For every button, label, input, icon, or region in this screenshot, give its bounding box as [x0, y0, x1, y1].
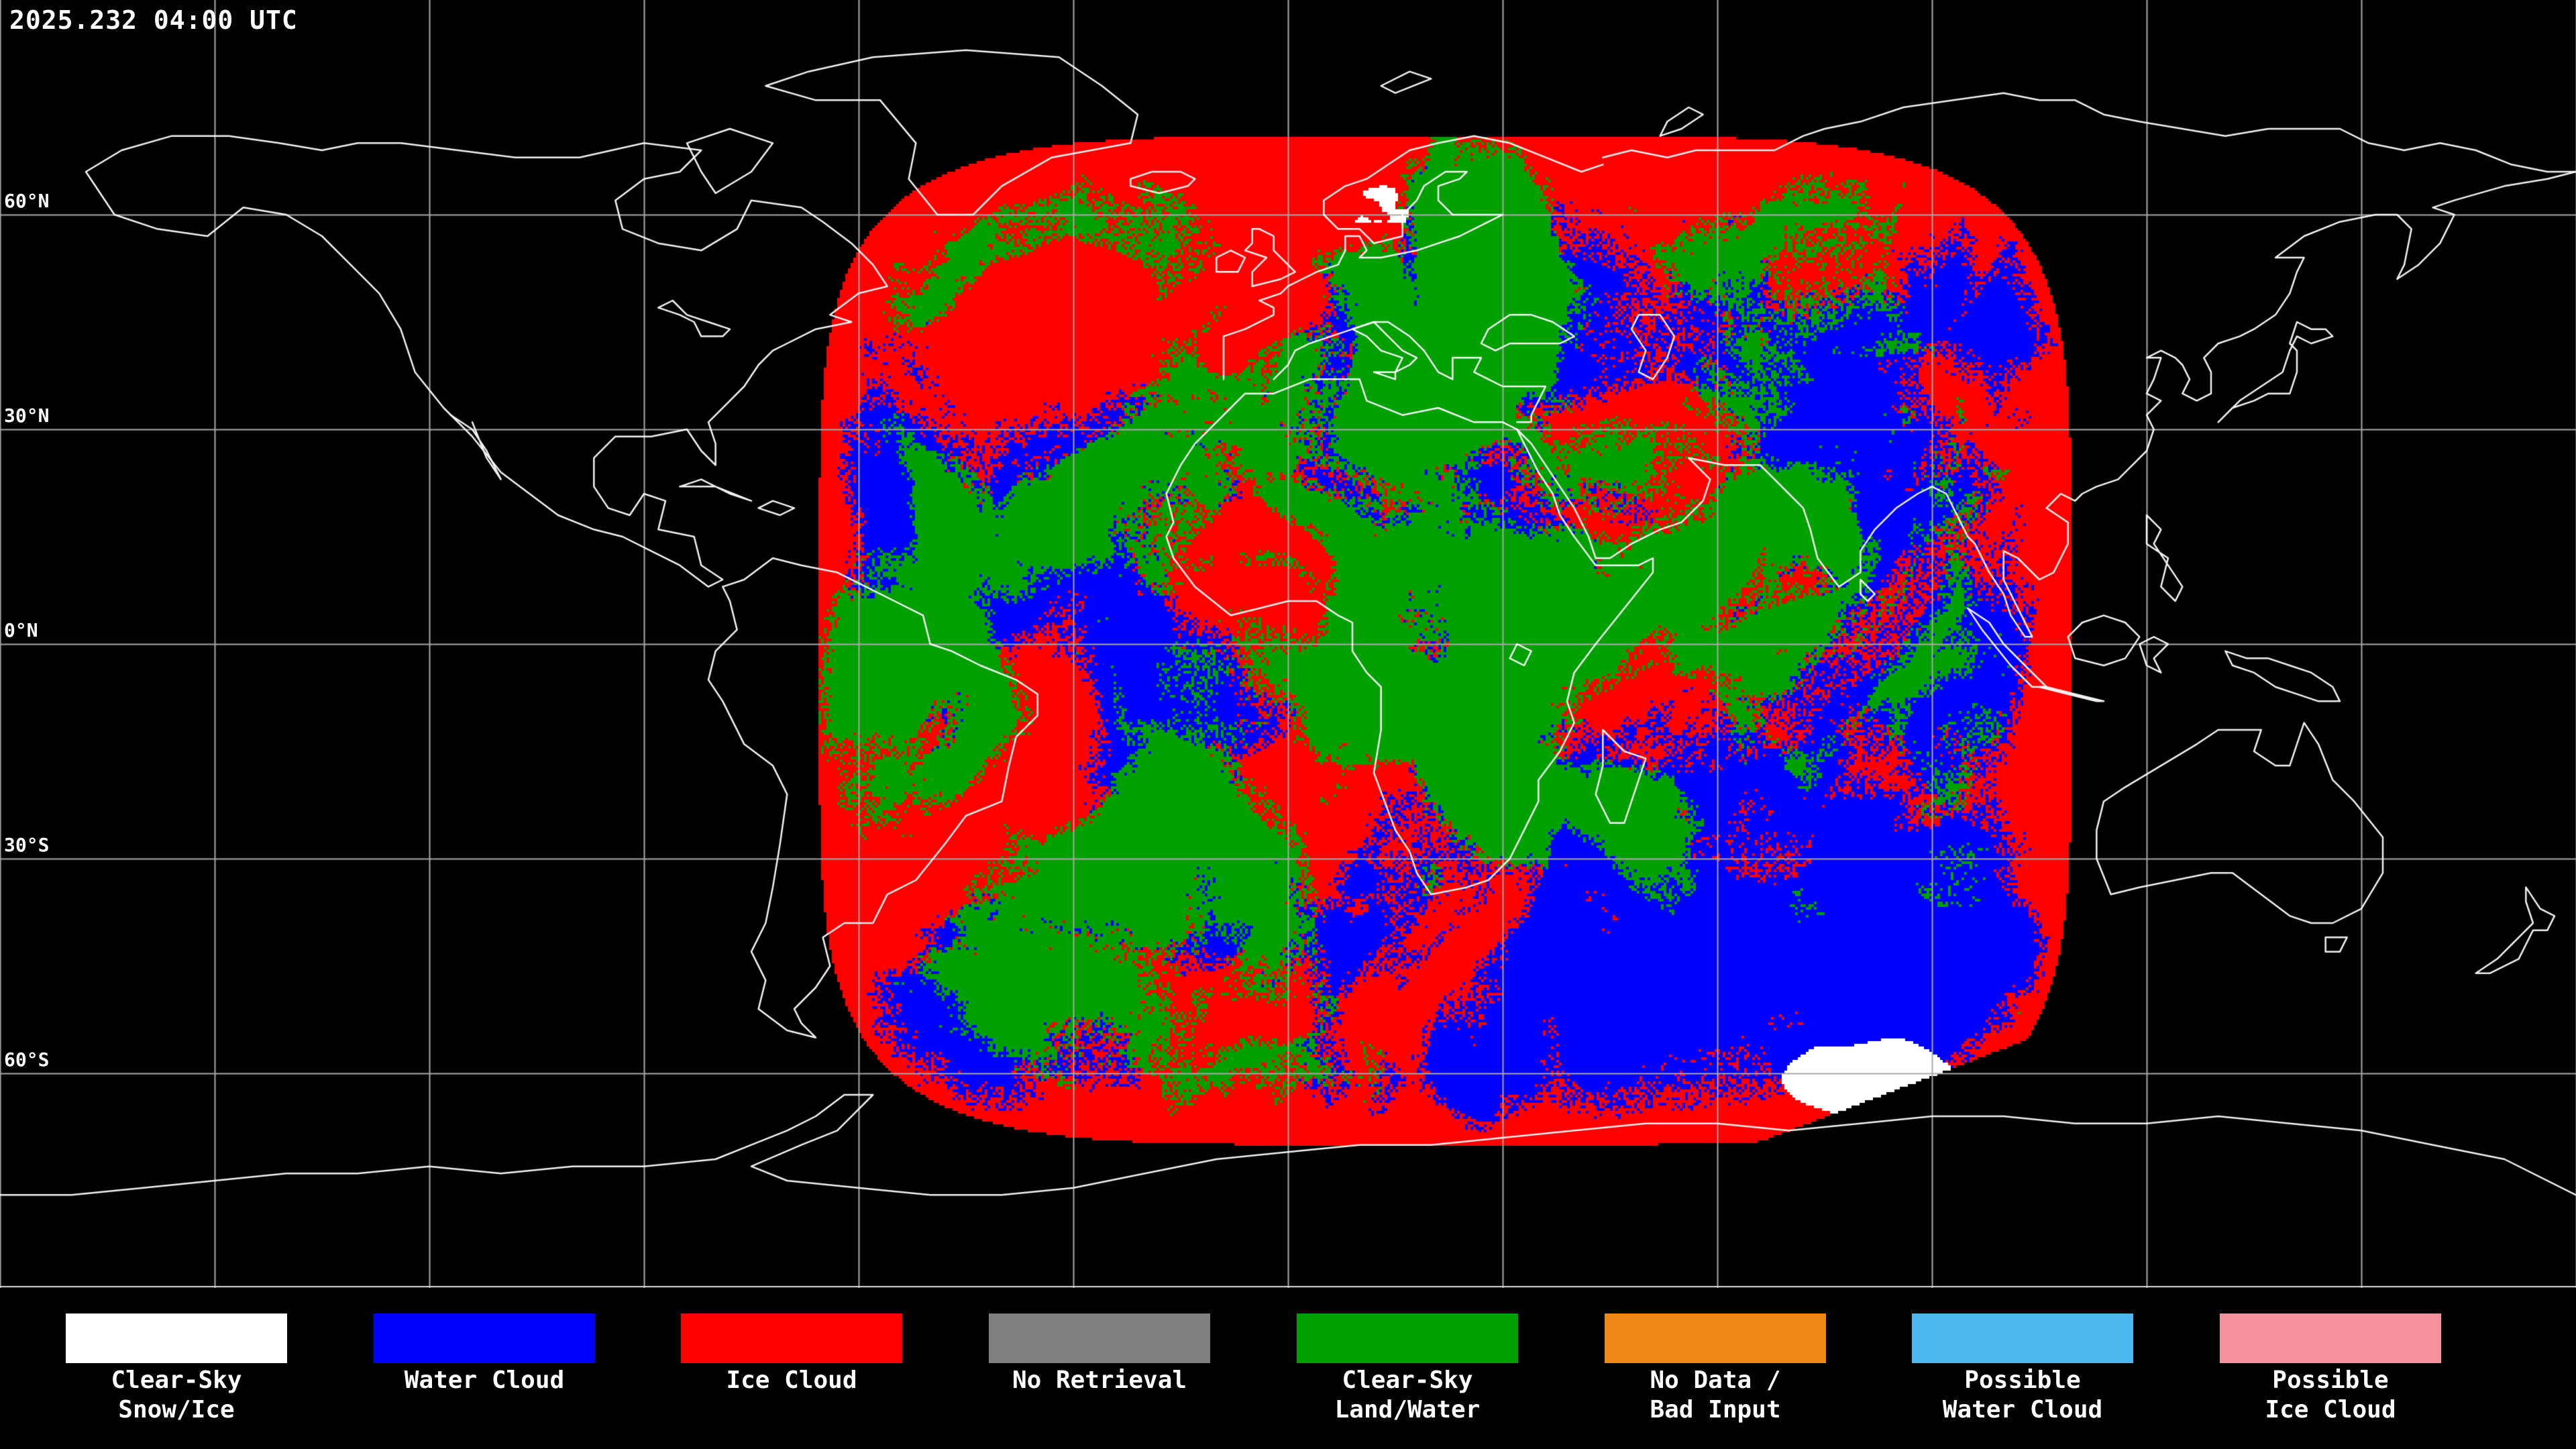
legend-swatch-clear-sky-land-water — [1297, 1313, 1518, 1363]
legend-item-no-data-bad-input: No Data / Bad Input — [1605, 1288, 1826, 1449]
legend-item-water-cloud: Water Cloud — [374, 1288, 595, 1449]
legend-label: Water Cloud — [404, 1366, 565, 1394]
legend-label: Clear-Sky Snow/Ice — [111, 1366, 242, 1424]
legend: Clear-Sky Snow/Ice Water Cloud Ice Cloud … — [0, 1288, 2576, 1449]
legend-item-no-retrieval: No Retrieval — [989, 1288, 1210, 1449]
legend-swatch-water-cloud — [374, 1313, 595, 1363]
legend-item-clear-sky-land-water: Clear-Sky Land/Water — [1297, 1288, 1518, 1449]
legend-swatch-ice-cloud — [681, 1313, 902, 1363]
legend-label: Possible Ice Cloud — [2265, 1366, 2396, 1424]
latitude-label-30n: 30°N — [4, 405, 50, 427]
legend-item-possible-ice-cloud: Possible Ice Cloud — [2220, 1288, 2441, 1449]
legend-swatch-no-data-bad-input — [1605, 1313, 1826, 1363]
legend-swatch-possible-water-cloud — [1912, 1313, 2133, 1363]
legend-swatch-possible-ice-cloud — [2220, 1313, 2441, 1363]
legend-item-possible-water-cloud: Possible Water Cloud — [1912, 1288, 2133, 1449]
world-map: 2025.232 04:00 UTC 60°N 30°N 0°N 30°S 60… — [0, 0, 2576, 1288]
timestamp: 2025.232 04:00 UTC — [9, 5, 298, 35]
legend-label: No Retrieval — [1012, 1366, 1187, 1394]
legend-swatch-clear-sky-snow-ice — [66, 1313, 287, 1363]
legend-label: Clear-Sky Land/Water — [1334, 1366, 1481, 1424]
latitude-label-30s: 30°S — [4, 834, 50, 856]
latitude-label-0n: 0°N — [4, 619, 38, 641]
legend-label: No Data / Bad Input — [1650, 1366, 1781, 1424]
legend-label: Possible Water Cloud — [1942, 1366, 2103, 1424]
legend-item-clear-sky-snow-ice: Clear-Sky Snow/Ice — [66, 1288, 287, 1449]
legend-label: Ice Cloud — [726, 1366, 857, 1394]
latitude-label-60n: 60°N — [4, 190, 50, 212]
cloud-classification-canvas — [0, 0, 2576, 1288]
legend-swatch-no-retrieval — [989, 1313, 1210, 1363]
legend-item-ice-cloud: Ice Cloud — [681, 1288, 902, 1449]
latitude-label-60s: 60°S — [4, 1049, 50, 1071]
